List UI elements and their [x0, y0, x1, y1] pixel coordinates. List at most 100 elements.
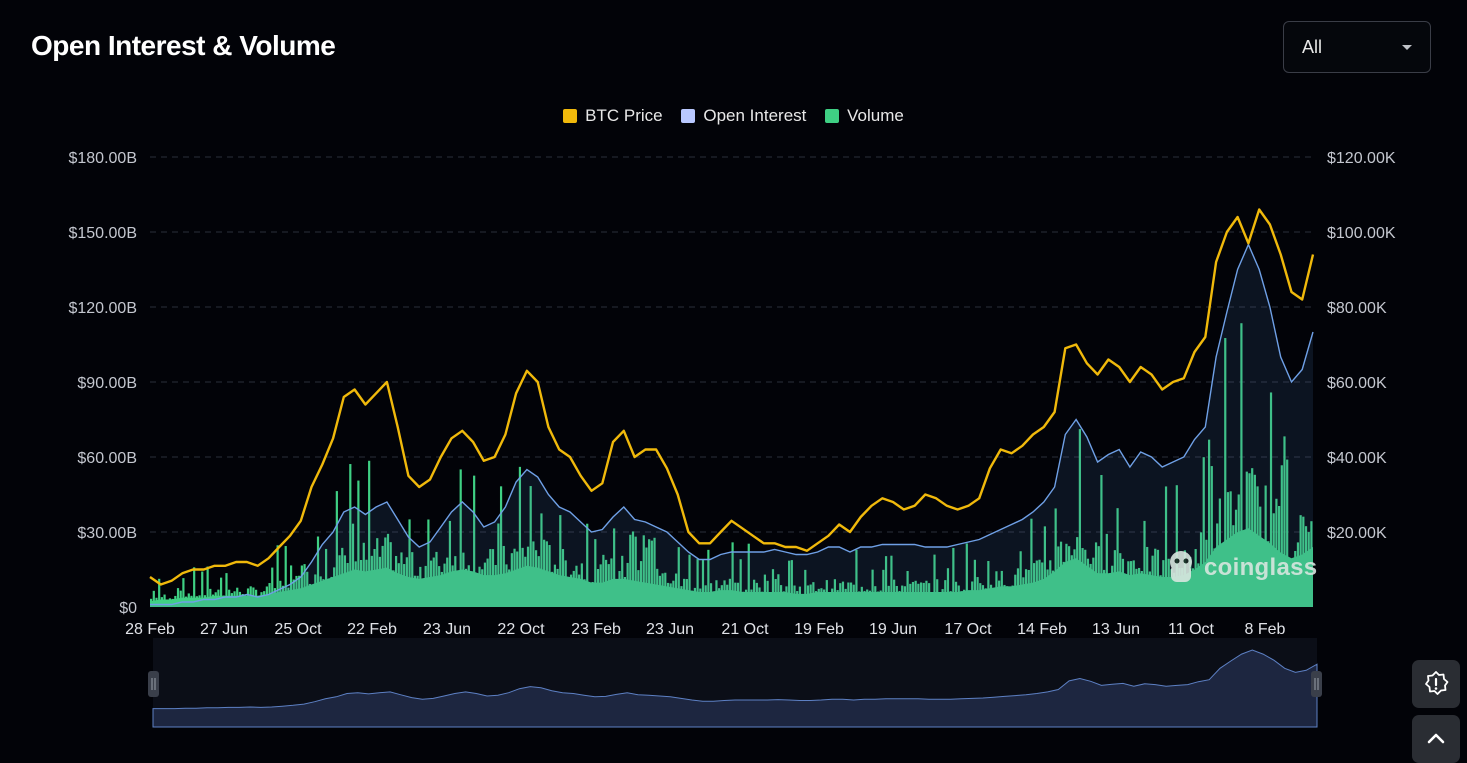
volume-bar: [763, 574, 767, 607]
volume-bar: [1286, 459, 1289, 607]
volume-bar: [473, 475, 476, 607]
legend-swatch: [681, 109, 696, 123]
open-interest-series-line: [150, 242, 1314, 606]
chart-legend: BTC Price Open Interest Volume: [0, 106, 1467, 128]
volume-bar: [1208, 439, 1211, 607]
right-axis: $20.00K $40.00K $60.00K $80.00K $100.00K $120…: [1327, 150, 1396, 542]
volume-bar: [586, 523, 589, 607]
volume-bar: [987, 561, 990, 607]
volume-bar: [219, 577, 223, 607]
x-tick-label: 23 Feb: [571, 621, 621, 638]
volume-bar: [158, 578, 161, 607]
x-tick-label: 27 Jun: [200, 621, 248, 638]
navigator-area: [152, 649, 1318, 728]
volume-bar: [906, 571, 909, 607]
time-range-value: All: [1302, 37, 1323, 57]
volume-bar: [650, 540, 653, 607]
x-tick-label: 17 Oct: [944, 621, 992, 638]
volume-bar: [653, 537, 656, 607]
x-tick-label: 25 Oct: [274, 621, 322, 638]
volume-bar: [427, 519, 430, 607]
volume-bar: [1210, 466, 1213, 607]
left-tick-label: $120.00B: [68, 300, 137, 317]
volume-bar: [559, 515, 562, 607]
volume-bar: [497, 523, 500, 607]
volume-bar: [777, 574, 780, 607]
time-range-select[interactable]: All: [1283, 21, 1431, 73]
volume-bar: [933, 554, 936, 607]
x-tick-label: 19 Feb: [794, 621, 844, 638]
volume-bar: [871, 569, 874, 607]
chart-settings-button[interactable]: [1412, 660, 1460, 708]
volume-bar: [731, 542, 734, 607]
volume-bar: [357, 480, 360, 607]
volume-bar: [707, 549, 710, 607]
x-tick-label: 8 Feb: [1245, 621, 1286, 638]
volume-bar: [276, 545, 279, 607]
volume-bar: [642, 535, 645, 607]
volume-bar: [613, 528, 616, 607]
left-tick-label: $180.00B: [68, 150, 137, 167]
volume-bar: [201, 571, 204, 607]
volume-bar: [855, 549, 858, 607]
volume-bar: [349, 464, 352, 607]
volume-bar: [696, 559, 699, 607]
volume-bar: [1019, 551, 1022, 607]
volume-bar: [952, 547, 955, 607]
right-tick-label: $40.00K: [1327, 450, 1387, 467]
volume-bar: [1240, 323, 1243, 607]
navigator-left-handle[interactable]: [148, 671, 159, 697]
volume-bar: [884, 556, 888, 607]
scroll-to-top-button[interactable]: [1412, 715, 1460, 763]
volume-bar: [1224, 338, 1227, 607]
legend-label: BTC Price: [585, 106, 663, 125]
grid-lines: [150, 156, 1313, 533]
right-tick-label: $20.00K: [1327, 525, 1387, 542]
volume-bar: [677, 547, 680, 607]
volume-bars: [150, 323, 1313, 607]
left-tick-label: $150.00B: [68, 225, 137, 242]
volume-bar: [965, 543, 968, 607]
volume-base-area: [150, 528, 1313, 607]
volume-bar: [1164, 486, 1168, 607]
volume-bar: [771, 569, 775, 607]
x-tick-label: 23 Jun: [646, 621, 694, 638]
volume-bar: [747, 543, 750, 607]
open-interest-area: [150, 244, 1313, 607]
volume-bar: [284, 546, 287, 607]
right-tick-label: $100.00K: [1327, 225, 1396, 242]
volume-bar: [408, 519, 411, 607]
legend-item-open-interest[interactable]: Open Interest: [681, 106, 806, 126]
volume-bar: [1269, 392, 1273, 607]
x-tick-label: 22 Oct: [497, 621, 545, 638]
alert-gear-icon: [1425, 671, 1449, 695]
volume-bar: [602, 554, 605, 607]
volume-bar: [882, 569, 885, 607]
volume-bar: [1143, 520, 1146, 607]
volume-bar: [324, 548, 328, 607]
volume-bar: [176, 588, 180, 607]
chevron-up-icon: [1427, 733, 1445, 744]
navigator-right-handle[interactable]: [1311, 671, 1322, 697]
legend-item-btc-price[interactable]: BTC Price: [563, 106, 663, 126]
legend-label: Open Interest: [703, 106, 807, 125]
left-tick-label: $30.00B: [77, 525, 137, 542]
legend-swatch: [563, 109, 578, 123]
volume-bar: [634, 536, 637, 607]
left-tick-label: $90.00B: [77, 375, 137, 392]
range-navigator[interactable]: [148, 638, 1322, 728]
coinglass-logo-icon: [1170, 551, 1192, 582]
legend-label: Volume: [847, 106, 904, 125]
volume-bar: [890, 555, 893, 607]
legend-item-volume[interactable]: Volume: [825, 106, 904, 126]
volume-bar: [225, 573, 228, 607]
left-tick-label: $0: [119, 600, 137, 617]
volume-bar: [1100, 475, 1103, 607]
volume-bar: [518, 466, 522, 607]
x-tick-label: 13 Jun: [1092, 621, 1140, 638]
volume-bar: [499, 486, 503, 607]
x-tick-label: 21 Oct: [721, 621, 769, 638]
x-tick-label: 11 Oct: [1168, 621, 1215, 638]
legend-swatch: [825, 109, 840, 123]
